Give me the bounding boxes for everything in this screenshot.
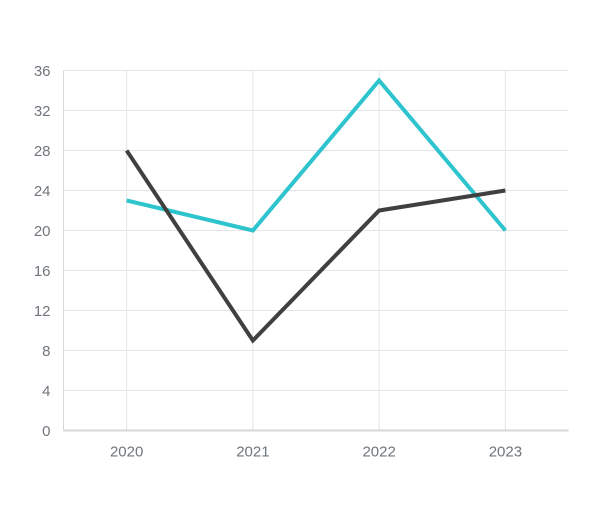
- series-cyan-line: [126, 77, 507, 233]
- y-axis-tick-label: 20: [34, 223, 51, 240]
- y-axis-tick-label: 16: [34, 263, 51, 280]
- y-axis-tick-label: 0: [42, 423, 50, 440]
- y-axis-tick-label: 36: [34, 63, 51, 80]
- y-axis-tick-label: 8: [42, 343, 50, 360]
- y-axis-tick-label: 12: [34, 303, 51, 320]
- series-dark-line: [124, 149, 506, 344]
- y-axis-tick-label: 4: [42, 383, 50, 400]
- y-axis-tick-label: 32: [34, 103, 51, 120]
- x-axis-tick-label: 2023: [489, 444, 522, 461]
- x-axis-tick-label: 2021: [236, 444, 269, 461]
- x-axis-tick-label: 2020: [110, 444, 143, 461]
- y-axis-tick-label: 28: [34, 143, 51, 160]
- x-axis-tick-label: 2022: [362, 444, 395, 461]
- y-axis-tick-label: 24: [34, 183, 51, 200]
